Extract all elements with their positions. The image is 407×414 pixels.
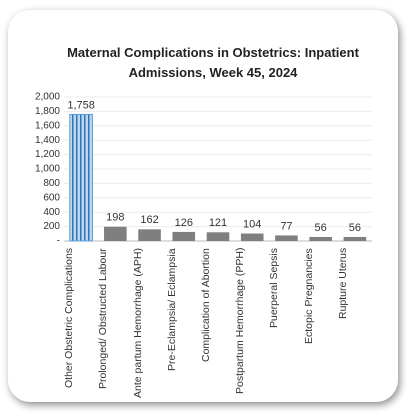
y-tick-label: 200 — [43, 221, 60, 232]
y-tick-label: 1,200 — [35, 149, 60, 160]
x-tick-label-box: Complication of Abortion — [200, 248, 236, 398]
y-tick-label: 1,000 — [35, 164, 60, 175]
y-tick-label: 400 — [43, 207, 60, 218]
bar — [172, 231, 196, 241]
x-tick-label-box: Ectopic Pregnancies — [303, 248, 339, 398]
x-tick-label: Rupture Uterus — [336, 248, 349, 320]
data-label: 77 — [280, 220, 292, 232]
chart-title: Maternal Complications in Obstetrics: In… — [67, 45, 359, 80]
x-tick-label-box: Puerperal Sepsis — [268, 248, 304, 398]
x-tick-label: Pre-Eclampsia/ Eclampsia — [165, 248, 178, 371]
x-tick-label-box: Ante partum Hemorrhage (APH) — [132, 248, 168, 398]
data-label: 198 — [106, 212, 124, 224]
data-label: 121 — [209, 217, 227, 229]
bar — [206, 232, 230, 241]
bar — [275, 235, 298, 241]
bar — [69, 113, 93, 242]
data-label: 56 — [315, 222, 327, 234]
x-tick-label: Puerperal Sepsis — [268, 248, 281, 328]
data-label: 104 — [243, 218, 261, 230]
y-tick-label: - — [57, 236, 60, 247]
x-tick-label-box: Prolonged/ Obstructed Labour — [97, 248, 133, 398]
bar — [343, 236, 367, 241]
bar — [309, 236, 332, 241]
data-label: 56 — [349, 222, 361, 234]
x-tick-label-box: Pre-Eclampsia/ Eclampsia — [166, 248, 202, 398]
x-tick-label-box: Rupture Uterus — [337, 248, 373, 398]
data-label: 162 — [140, 214, 158, 226]
bar — [240, 233, 264, 241]
x-tick-label: Postpartum Hemorrhage (PPH) — [234, 248, 247, 395]
bar — [138, 229, 161, 241]
x-tick-label: Ectopic Pregnancies — [302, 248, 315, 344]
y-tick-label: 800 — [43, 178, 60, 189]
x-tick-label: Other Obstetric Complications — [63, 248, 76, 389]
y-tick-label: 1,800 — [35, 106, 60, 117]
y-tick-label: 1,400 — [35, 135, 60, 146]
y-tick-label: 2,000 — [35, 92, 60, 103]
y-tick-label: 600 — [43, 192, 60, 203]
y-tick-label: 1,600 — [35, 120, 60, 131]
x-tick-label: Ante partum Hemorrhage (APH) — [131, 248, 144, 398]
bar — [104, 226, 127, 241]
data-label: 126 — [175, 217, 193, 229]
x-tick-label: Prolonged/ Obstructed Labour — [97, 248, 110, 389]
x-tick-label-box: Other Obstetric Complications — [63, 248, 99, 398]
x-tick-label: Complication of Abortion — [200, 248, 212, 362]
data-label: 1,758 — [67, 99, 95, 111]
x-tick-label-box: Postpartum Hemorrhage (PPH) — [234, 248, 270, 398]
